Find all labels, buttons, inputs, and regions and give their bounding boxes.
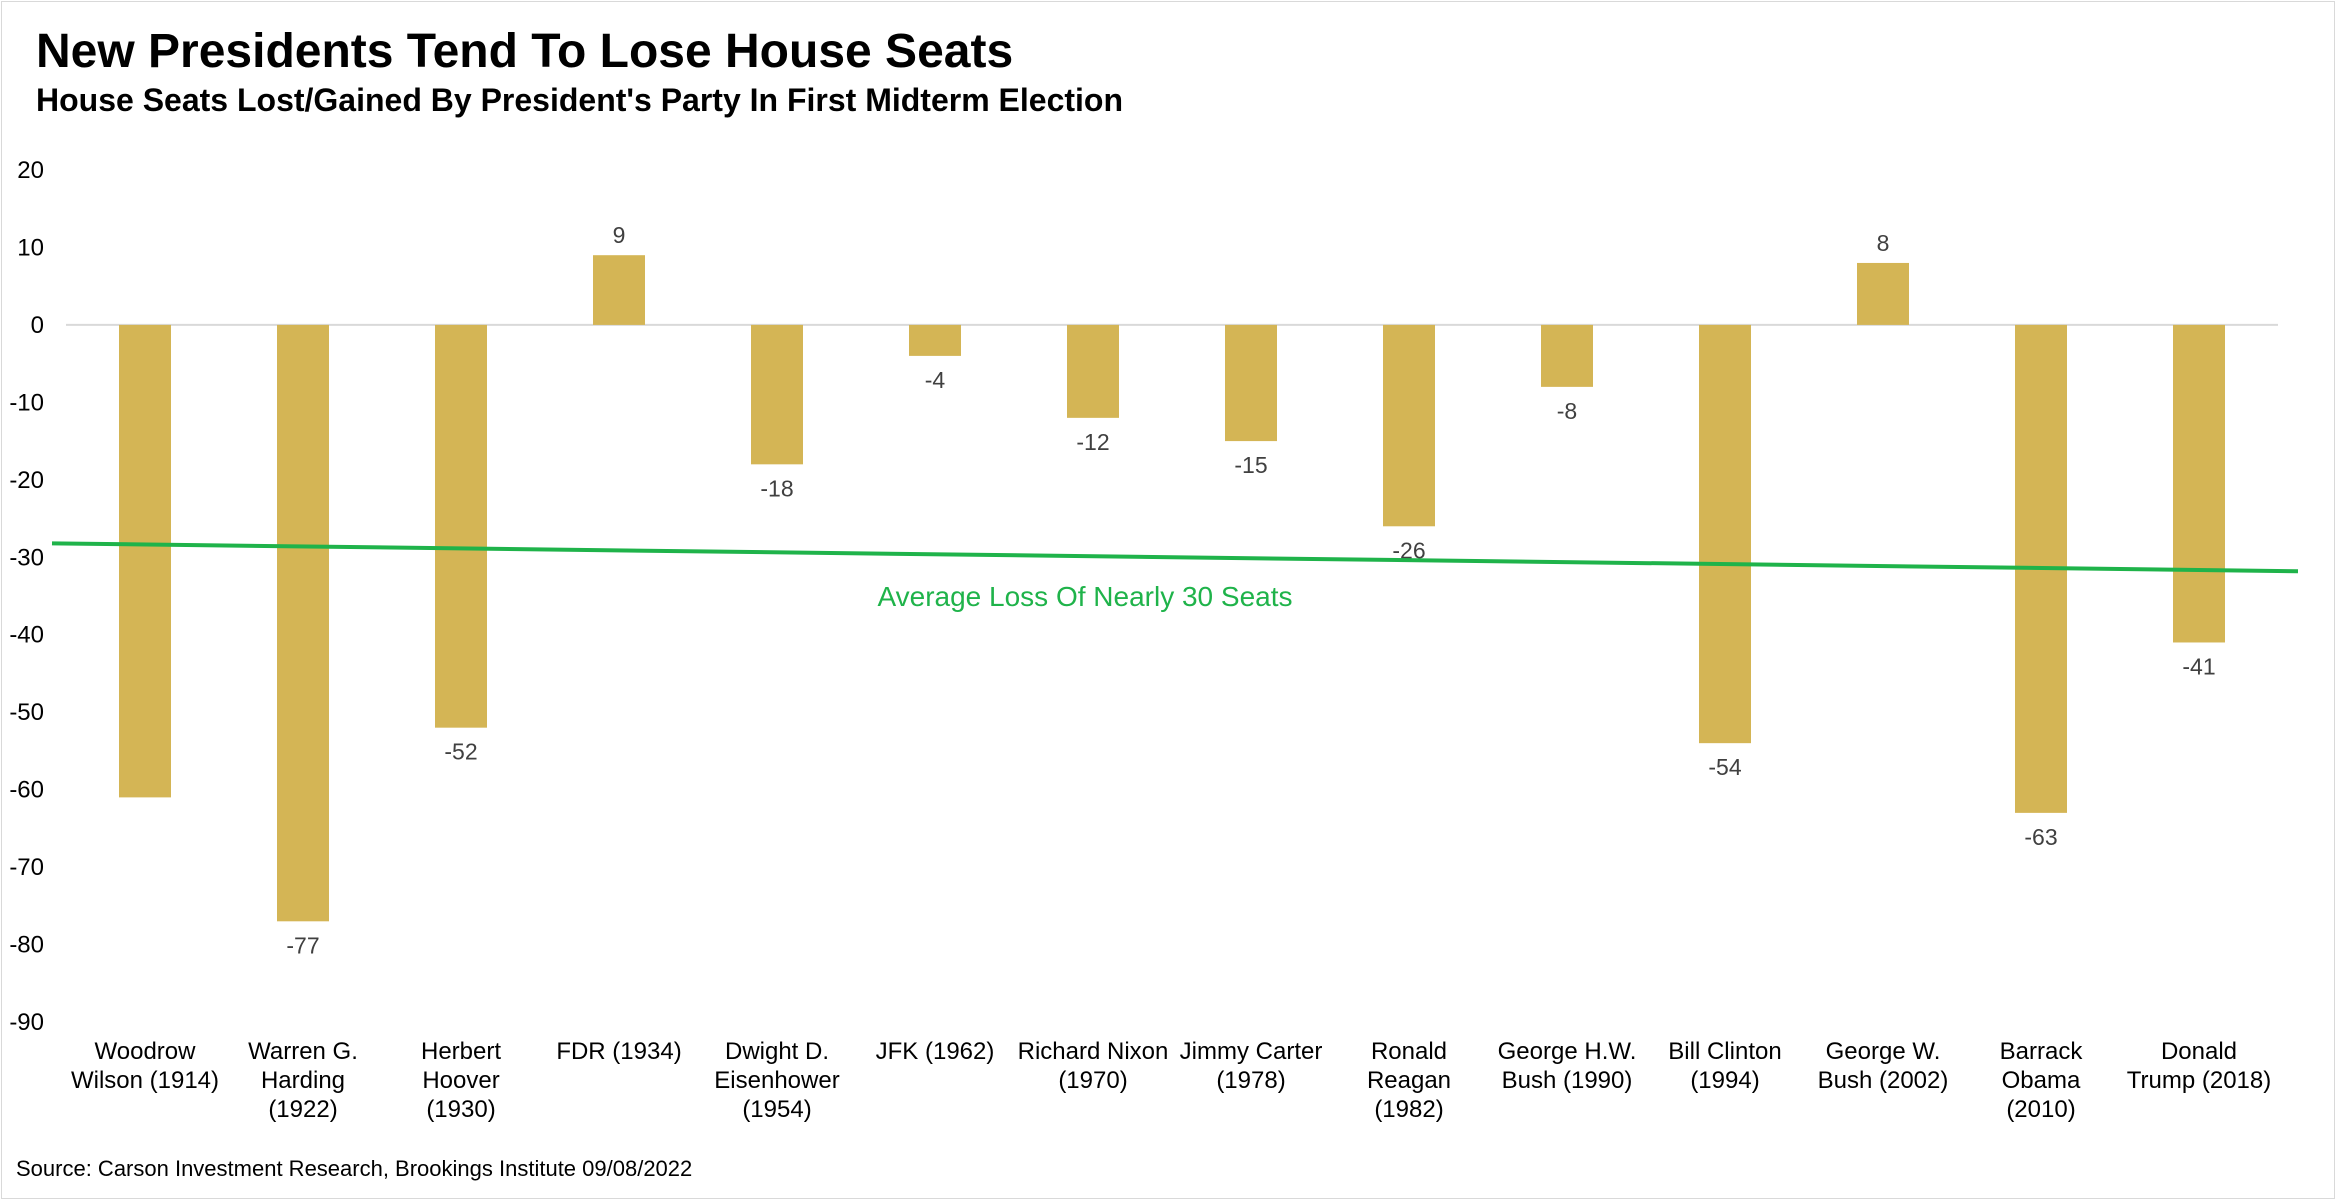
category-label: George W. Bush (2002) bbox=[1818, 1038, 1949, 1094]
y-axis-ticks: 20 10 0 -10 -20 -30 -40 -50 -60 -70 -80 -90 bbox=[9, 157, 44, 1036]
data-label: -8 bbox=[1557, 398, 1577, 424]
y-tick-label: 20 bbox=[17, 157, 44, 184]
bar bbox=[1541, 324, 1593, 387]
category-label: Ronald Reagan (1982) bbox=[1367, 1038, 1451, 1123]
category-label: Jimmy Carter (1978) bbox=[1180, 1038, 1323, 1094]
bar bbox=[2173, 324, 2225, 643]
chart-title: New Presidents Tend To Lose House Seats bbox=[36, 25, 1014, 78]
trendline-annotation: Average Loss Of Nearly 30 Seats bbox=[877, 581, 1292, 612]
data-label: 9 bbox=[613, 222, 626, 248]
category-label: Woodrow Wilson (1914) bbox=[71, 1038, 219, 1094]
category-label: Donald Trump (2018) bbox=[2127, 1038, 2272, 1094]
category-label: Warren G. Harding (1922) bbox=[248, 1038, 358, 1123]
bar bbox=[119, 324, 171, 798]
bar bbox=[593, 255, 645, 325]
data-label: -15 bbox=[1234, 452, 1267, 478]
y-tick-label: -60 bbox=[9, 777, 44, 804]
bar bbox=[1699, 324, 1751, 744]
bar bbox=[1383, 324, 1435, 527]
bar bbox=[1225, 324, 1277, 442]
y-tick-label: -40 bbox=[9, 622, 44, 649]
y-tick-label: 0 bbox=[31, 312, 44, 339]
data-label: -18 bbox=[760, 475, 793, 501]
bar bbox=[435, 324, 487, 728]
bar bbox=[277, 324, 329, 922]
y-tick-label: 10 bbox=[17, 234, 44, 261]
category-label: Dwight D. Eisenhower (1954) bbox=[714, 1038, 839, 1123]
data-label: -63 bbox=[2024, 824, 2057, 850]
category-label: Richard Nixon (1970) bbox=[1018, 1038, 1169, 1094]
category-label: JFK (1962) bbox=[876, 1038, 995, 1065]
bar bbox=[909, 324, 961, 356]
bar bbox=[1857, 262, 1909, 325]
data-label: -41 bbox=[2182, 653, 2215, 679]
category-label: Bill Clinton (1994) bbox=[1668, 1038, 1781, 1094]
data-label: -77 bbox=[286, 932, 319, 958]
y-tick-label: -70 bbox=[9, 854, 44, 881]
average-trendline bbox=[51, 541, 2299, 574]
data-label: -12 bbox=[1076, 429, 1109, 455]
y-tick-label: -10 bbox=[9, 389, 44, 416]
y-tick-label: -80 bbox=[9, 932, 44, 959]
y-tick-label: -50 bbox=[9, 699, 44, 726]
data-label: -54 bbox=[1708, 754, 1741, 780]
y-tick-label: -30 bbox=[9, 544, 44, 571]
bar bbox=[1067, 324, 1119, 418]
source-note: Source: Carson Investment Research, Broo… bbox=[16, 1156, 693, 1181]
category-label: FDR (1934) bbox=[556, 1038, 681, 1065]
category-label: Barrack Obama (2010) bbox=[2000, 1038, 2084, 1123]
y-tick-label: -90 bbox=[9, 1009, 44, 1036]
data-label: -52 bbox=[444, 739, 477, 765]
bar bbox=[751, 324, 803, 465]
data-label: 8 bbox=[1877, 230, 1890, 256]
category-label: Herbert Hoover (1930) bbox=[421, 1038, 501, 1123]
y-tick-label: -20 bbox=[9, 467, 44, 494]
data-labels: -77-529-18-4-12-15-26-8-548-63-41 bbox=[286, 222, 2215, 958]
data-label: -4 bbox=[925, 367, 946, 393]
category-label: George H.W. Bush (1990) bbox=[1498, 1038, 1637, 1094]
category-labels: Woodrow Wilson (1914) Warren G. Harding (192… bbox=[71, 1038, 2271, 1123]
chart-subtitle: House Seats Lost/Gained By President's P… bbox=[36, 82, 1123, 118]
